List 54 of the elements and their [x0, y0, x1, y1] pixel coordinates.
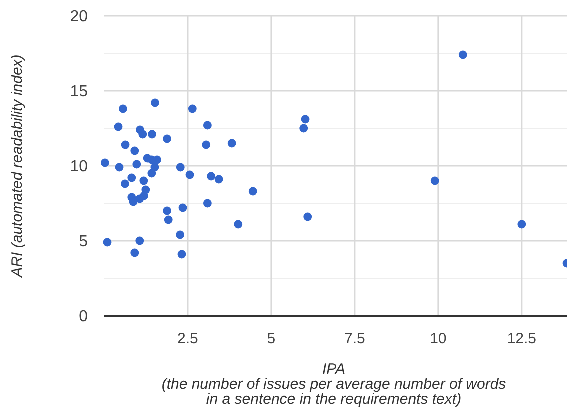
- point: [163, 206, 172, 216]
- point: [178, 250, 186, 259]
- point: [138, 130, 148, 139]
- point: [148, 130, 156, 139]
- point: [148, 169, 156, 178]
- point: [178, 204, 188, 212]
- point: [300, 124, 308, 133]
- point: [248, 187, 258, 196]
- point: [103, 238, 112, 247]
- point: [202, 140, 211, 150]
- y-tick-label: 5: [79, 234, 88, 251]
- point: [163, 134, 172, 144]
- point: [115, 163, 124, 172]
- point: [121, 180, 130, 188]
- point: [129, 198, 138, 206]
- x-tick-label: 5: [267, 330, 276, 348]
- point: [188, 104, 197, 114]
- point: [114, 122, 123, 132]
- y-tick-label: 20: [70, 8, 88, 26]
- y-tick-label: 10: [70, 158, 88, 176]
- point: [136, 236, 144, 246]
- point: [121, 140, 130, 150]
- point: [176, 163, 185, 172]
- point: [458, 50, 468, 60]
- point: [234, 220, 243, 229]
- x-tick-label: 2.5: [178, 330, 198, 348]
- point: [430, 176, 440, 186]
- x-tick-label: 10: [430, 330, 447, 348]
- point: [119, 104, 128, 114]
- point: [214, 175, 224, 184]
- point: [132, 160, 142, 169]
- point: [228, 139, 236, 148]
- x-axis-title: IPA (the number of issues per average number of words in a sentence in the requirements text): [162, 361, 507, 408]
- point: [164, 216, 173, 224]
- point: [136, 194, 144, 204]
- y-axis-title: ARI (automated readability index): [9, 54, 26, 278]
- x-tick-label: 7.5: [344, 330, 366, 348]
- point: [304, 212, 312, 222]
- point: [203, 199, 212, 208]
- point: [207, 172, 216, 181]
- point: [151, 98, 160, 108]
- y-tick-label: 15: [70, 84, 88, 101]
- point: [301, 115, 310, 124]
- point: [140, 176, 148, 186]
- point: [130, 248, 140, 258]
- point: [176, 230, 185, 240]
- point: [518, 220, 526, 229]
- point: [100, 158, 110, 168]
- point: [128, 174, 136, 182]
- point: [186, 170, 194, 180]
- x-tick-label: 12.5: [507, 330, 537, 348]
- point: [203, 121, 212, 130]
- point: [130, 146, 140, 156]
- y-tick-label: 0: [79, 308, 88, 326]
